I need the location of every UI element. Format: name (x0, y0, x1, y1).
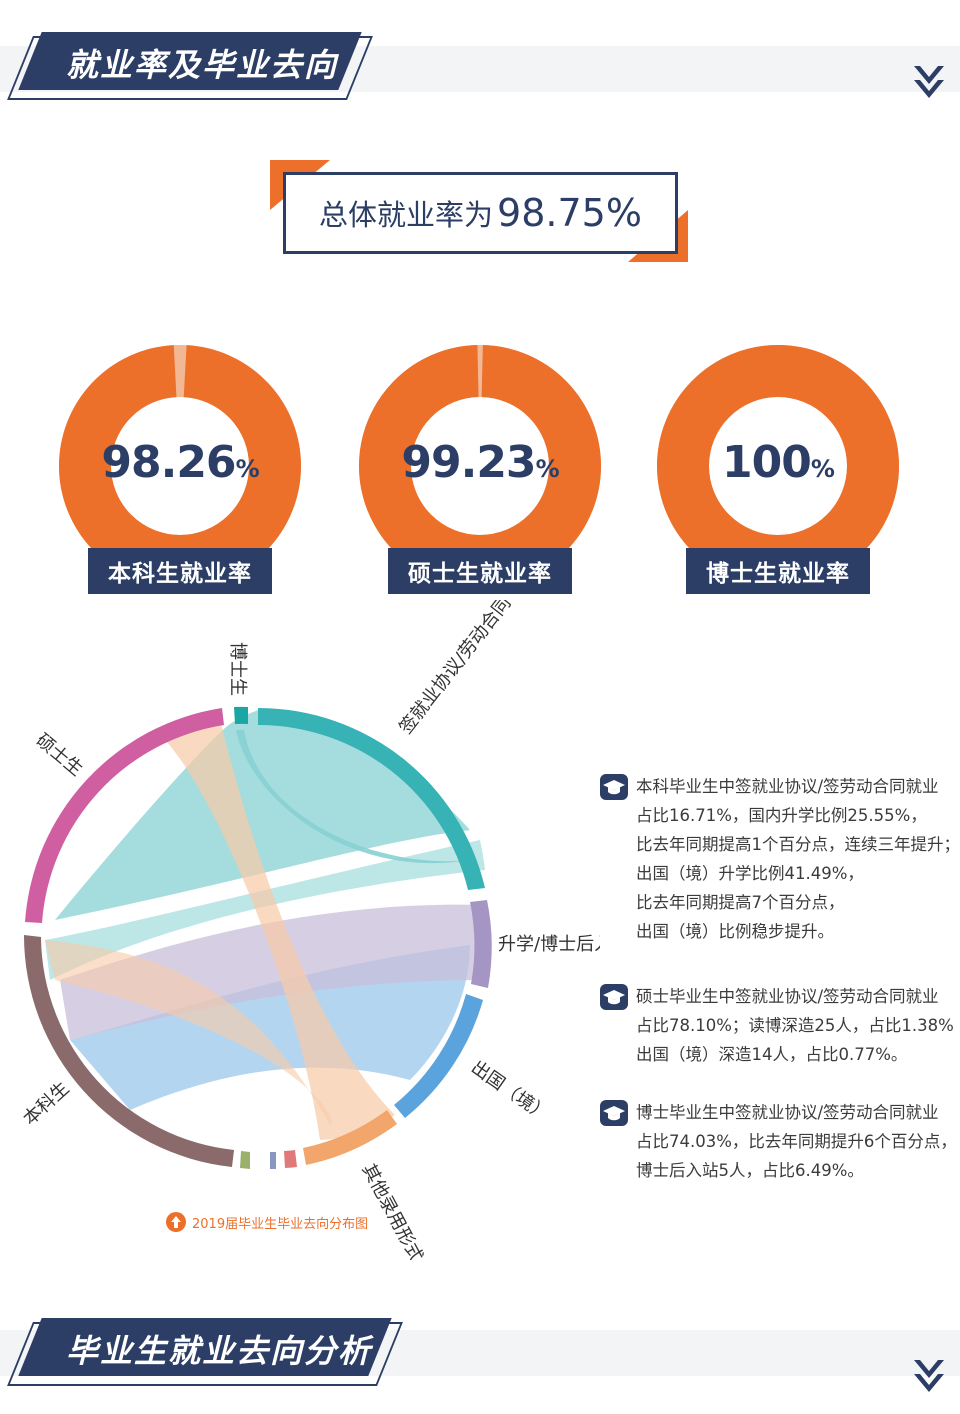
donut-hole (710, 398, 846, 534)
arc-undergrad (23, 935, 235, 1167)
chord-label-doctor: 博士生 (227, 642, 248, 696)
chord-label-contract: 签就业协议/劳动合同 (395, 600, 515, 738)
note-line: 出国（境）深造14人，占比0.77%。 (636, 1045, 908, 1064)
donut-label: 博士生就业率 (686, 548, 870, 594)
ribbon-undergrad-contract (45, 840, 485, 980)
ribbon-undergrad-abroad (70, 945, 470, 1110)
graduation-cap-icon (600, 774, 628, 800)
note-line: 出国（境）比例稳步提升。 (636, 922, 834, 941)
ribbon-master-other (165, 720, 395, 1140)
chord-ribbons (45, 710, 487, 1140)
graduation-cap-icon (600, 1100, 628, 1126)
note-master: 硕士毕业生中签就业协议/签劳动合同就业 占比78.10%；读博深造25人，占比1… (600, 982, 960, 1069)
graduation-cap-icon (600, 984, 628, 1010)
donut-value-number: 99.23 (401, 437, 536, 488)
chord-label-abroad: 出国（境） (467, 1057, 553, 1126)
note-line: 博士毕业生中签就业协议/签劳动合同就业 (636, 1103, 939, 1122)
note-line: 占比16.71%，国内升学比例25.55%， (636, 806, 927, 825)
chord-diagram: 博士生 硕士生 本科生 签就业协议/劳动合同 升学/博士后入站 出国（境） 其他… (19, 600, 600, 1260)
donut-value-number: 98.26 (101, 437, 236, 488)
ribbon-undergrad-other (45, 940, 332, 1125)
arc-other (303, 1110, 397, 1165)
rate-frame: 总体就业率为 98.75% (283, 172, 678, 254)
donut-value-number: 100 (722, 437, 812, 488)
chord-caption: 2019届毕业生毕业去向分布图 (166, 1210, 368, 1234)
overall-rate-text: 总体就业率为 98.75% (286, 175, 675, 251)
caption-text: 2019届毕业生毕业去向分布图 (192, 1216, 369, 1232)
note-line: 比去年同期提高1个百分点，连续三年提升； (636, 835, 960, 854)
arc-small-3 (240, 1151, 250, 1169)
donut-hole (412, 398, 548, 534)
ribbon-master-contract (55, 710, 470, 920)
arrow-up-icon (166, 1212, 186, 1232)
donut-doctor: 100% 博士生就业率 (654, 342, 902, 594)
donut-value-percent: % (535, 455, 560, 483)
chord-arcs (23, 706, 492, 1170)
arc-small-2 (270, 1152, 276, 1170)
overall-rate-label: 总体就业率为 (319, 198, 494, 232)
note-line: 本科毕业生中签就业协议/签劳动合同就业 (636, 777, 939, 796)
section-title: 就业率及毕业去向 (66, 46, 339, 84)
chord-label-further-study: 升学/博士后入站 (498, 934, 600, 955)
arc-contract (258, 708, 485, 890)
overall-rate-value: 98.75% (497, 191, 642, 235)
arc-small-1 (284, 1150, 297, 1168)
note-line: 比去年同期提高7个百分点， (636, 893, 845, 912)
note-line: 出国（境）升学比例41.49%， (636, 864, 864, 883)
donut-value: 99.23% (356, 437, 604, 488)
note-line: 硕士毕业生中签就业协议/签劳动合同就业 (636, 987, 939, 1006)
arc-further-study (470, 900, 492, 988)
chord-label-master: 硕士生 (32, 730, 87, 781)
donut-value-percent: % (810, 455, 835, 483)
chevron-down-icon (914, 1360, 944, 1392)
donut-value: 100% (654, 437, 902, 488)
chord-label-undergrad: 本科生 (19, 1078, 73, 1130)
arc-doctor (234, 706, 248, 724)
donut-label: 本科生就业率 (88, 548, 272, 594)
note-line: 占比74.03%，比去年同期提升6个百分点， (636, 1132, 957, 1151)
donut-hole (112, 398, 248, 534)
note-undergrad: 本科毕业生中签就业协议/签劳动合同就业 占比16.71%，国内升学比例25.55… (600, 772, 960, 946)
note-line: 博士后入站5人，占比6.49%。 (636, 1161, 864, 1180)
donut-value-percent: % (235, 455, 260, 483)
chevron-down-icon (914, 66, 944, 98)
arc-abroad (394, 994, 483, 1118)
donut-master: 99.23% 硕士生就业率 (356, 342, 604, 594)
note-doctor: 博士毕业生中签就业协议/签劳动合同就业 占比74.03%，比去年同期提升6个百分… (600, 1098, 960, 1185)
donut-undergrad: 98.26% 本科生就业率 (56, 342, 304, 594)
section-title: 毕业生就业去向分析 (66, 1332, 373, 1370)
ribbon-undergrad-further (60, 904, 487, 1040)
donut-label: 硕士生就业率 (388, 548, 572, 594)
donut-value: 98.26% (56, 437, 304, 488)
note-line: 占比78.10%；读博深造25人，占比1.38% (636, 1016, 954, 1035)
arc-master (25, 708, 224, 923)
